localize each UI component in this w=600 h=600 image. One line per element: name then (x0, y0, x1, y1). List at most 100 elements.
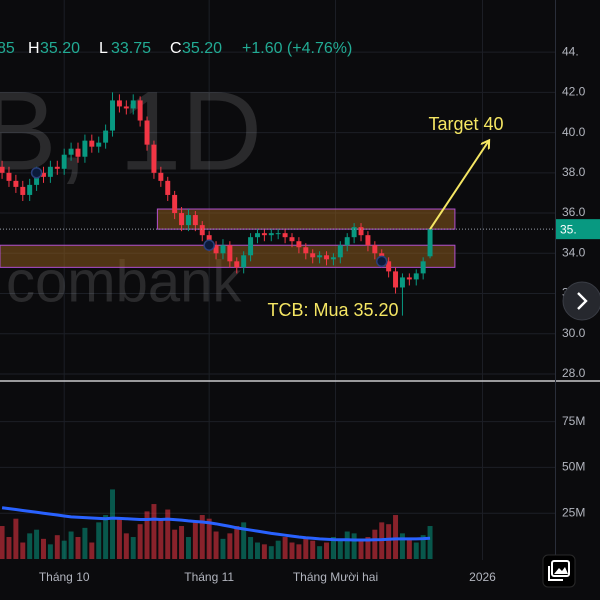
volume-bar (296, 544, 302, 559)
scroll-button-icon[interactable] (577, 292, 588, 310)
y-tick-label: 44. (562, 44, 579, 58)
volume-bar (130, 537, 136, 559)
volume-bar (13, 518, 19, 559)
volume-bar (337, 538, 343, 559)
candle-body (0, 166, 5, 173)
volume-bar (289, 542, 295, 559)
volume-bar (185, 537, 191, 559)
snapshot-icon-stack[interactable] (548, 566, 563, 581)
volume-bar (137, 524, 143, 559)
candle-body (27, 184, 33, 195)
candle-body (324, 255, 329, 260)
volume-bar (372, 529, 378, 559)
y-tick-label: 40.0 (562, 125, 586, 139)
y-tick-label: 34.0 (562, 245, 586, 259)
scroll-button-circle[interactable] (562, 281, 600, 321)
candle-body (179, 213, 185, 226)
header-value: 35.20 (40, 40, 80, 57)
candle-body (34, 172, 40, 185)
volume-bar (47, 544, 53, 559)
volume-bar (158, 520, 164, 559)
candle-body (47, 166, 53, 177)
snapshot-icon-mountain[interactable] (554, 567, 568, 574)
volume-bar (275, 540, 281, 559)
candle-body (165, 180, 171, 195)
candle-body (351, 227, 357, 238)
snapshot-button[interactable] (542, 554, 576, 588)
header-value: 33.75 (111, 40, 151, 57)
volume-bar (330, 537, 336, 559)
candle-body (310, 253, 316, 258)
volume-bar (172, 529, 178, 559)
candle-body (82, 140, 88, 157)
candle-body (103, 130, 109, 143)
volume-bar (54, 535, 60, 559)
candle-body (248, 237, 254, 256)
candle-body (337, 245, 343, 258)
x-tick-label: Tháng 11 (184, 570, 234, 584)
volume-bar (413, 542, 419, 559)
candle-body (185, 215, 191, 226)
candle-body (420, 261, 426, 274)
candle-body (399, 277, 405, 288)
candle-body (406, 277, 412, 280)
candle-body (6, 172, 12, 181)
candle-body (199, 225, 205, 236)
target-arrow (429, 142, 488, 230)
volume-bar (406, 538, 412, 559)
volume-bar (220, 538, 226, 559)
header-label: L (99, 40, 108, 57)
y-tick-label: 42.0 (562, 85, 586, 99)
last-price-tag (556, 219, 600, 240)
volume-bar (34, 529, 40, 559)
candle-body (192, 215, 198, 226)
candle-body (61, 154, 67, 169)
y-tick-label: 38.0 (562, 165, 586, 179)
scroll-button[interactable] (562, 281, 600, 321)
volume-bar (282, 537, 288, 559)
candle-body (130, 100, 136, 109)
volume-bar (75, 537, 81, 559)
candle-body (116, 100, 122, 107)
volume-bar (116, 518, 122, 559)
volume-tick-label: 75M (562, 414, 585, 428)
volume-bar (310, 540, 316, 559)
candle-body (68, 148, 74, 155)
volume-bar (248, 537, 254, 559)
volume-bar (393, 515, 399, 559)
candle-body (365, 235, 371, 246)
candle-body (330, 257, 336, 260)
volume-bar (96, 522, 102, 559)
candle-body (268, 233, 274, 236)
header-value: 35.20 (182, 40, 222, 57)
volume-bar (351, 533, 357, 559)
volume-tick-label: 50M (562, 460, 585, 474)
volume-tick-label: 25M (562, 505, 585, 519)
volume-bar (0, 526, 5, 559)
snapshot-icon[interactable] (551, 560, 570, 577)
y-tick-label: 36.0 (562, 205, 586, 219)
candle-body (96, 142, 102, 147)
volume-bar (227, 533, 233, 559)
candle-body (317, 255, 323, 258)
x-tick-label: Tháng 10 (39, 570, 90, 584)
candle-body (254, 233, 260, 238)
candle-body (393, 271, 399, 288)
volume-bar (41, 538, 46, 559)
volume-bar (165, 509, 171, 559)
candle-body (13, 180, 19, 187)
volume-bar (206, 518, 212, 559)
candle-body (144, 120, 150, 145)
candle-body (227, 245, 233, 262)
candle-body (89, 140, 95, 147)
candle-body (358, 227, 364, 236)
candle-body (123, 106, 129, 109)
candle-body (234, 261, 240, 268)
x-tick-label: 2026 (469, 570, 496, 584)
volume-bar (254, 542, 260, 559)
candle-body (54, 166, 60, 169)
candle-body (220, 245, 226, 254)
volume-bar (61, 540, 67, 559)
candle-body (296, 241, 302, 248)
